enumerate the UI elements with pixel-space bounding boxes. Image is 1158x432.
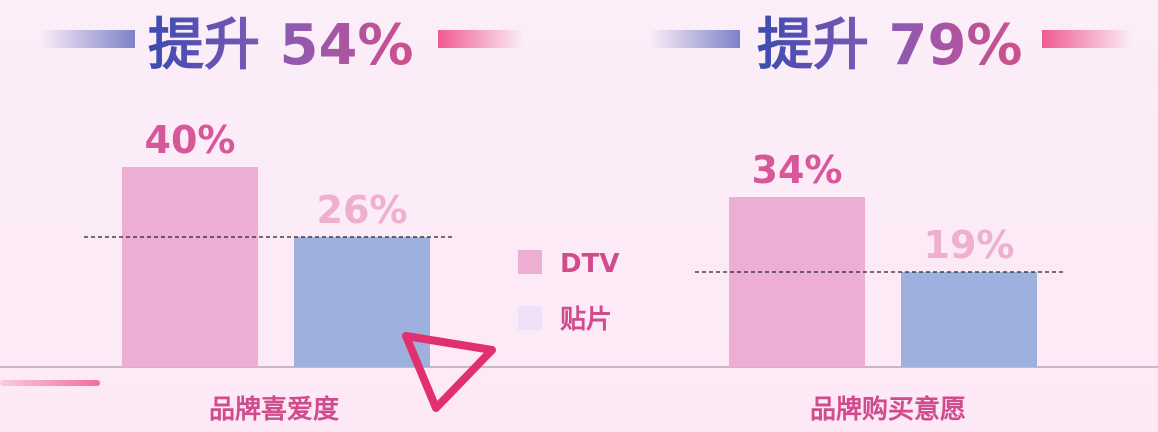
headline-2-left-decoration	[650, 30, 740, 48]
value-label-dtv-group-1: 40%	[145, 118, 236, 162]
category-label-group-2: 品牌购买意愿	[810, 394, 966, 425]
bar-dtv-group-1	[122, 167, 258, 367]
bar-dtv-group-2	[729, 197, 865, 367]
headline-1-right-decoration	[438, 30, 523, 48]
value-label-tiepian-group-1: 26%	[317, 188, 408, 232]
legend-swatch-tiepian	[518, 306, 542, 330]
headline-2-right-decoration	[1042, 30, 1132, 48]
play-triangle-icon	[402, 332, 496, 412]
legend-label-dtv: DTV	[560, 249, 619, 279]
left-glow-decoration	[0, 380, 100, 386]
bar-tiepian-group-2	[901, 272, 1037, 367]
legend-label-tiepian: 贴片	[560, 305, 612, 335]
headline-2: 提升 79%	[757, 6, 1023, 86]
legend-swatch-dtv	[518, 250, 542, 274]
headline-1: 提升 54%	[148, 6, 414, 86]
value-label-tiepian-group-2: 19%	[924, 223, 1015, 267]
category-label-group-1: 品牌喜爱度	[209, 394, 339, 425]
headline-1-left-decoration	[40, 30, 135, 48]
value-label-dtv-group-2: 34%	[752, 148, 843, 192]
